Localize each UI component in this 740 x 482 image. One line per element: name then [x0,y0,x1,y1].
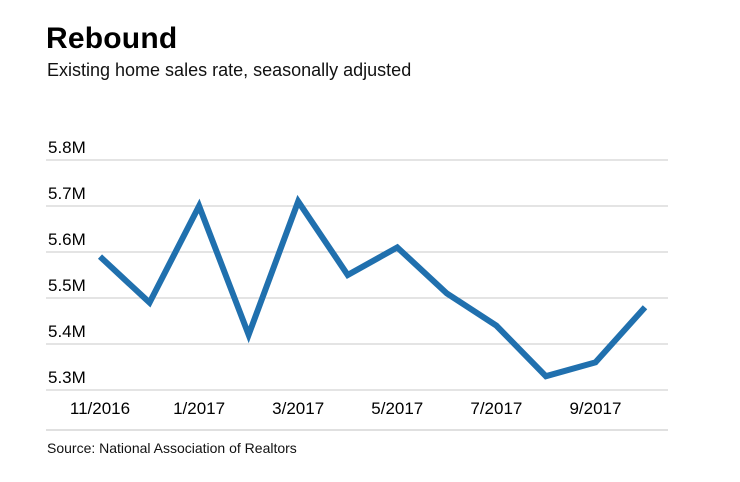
chart-title: Rebound [46,22,178,55]
x-tick-label: 3/2017 [272,399,324,418]
y-tick-label: 5.6M [48,230,86,249]
x-tick-label: 9/2017 [569,399,621,418]
y-tick-label: 5.8M [48,138,86,157]
x-tick-label: 1/2017 [173,399,225,418]
y-tick-label: 5.3M [48,368,86,387]
y-tick-label: 5.7M [48,184,86,203]
x-tick-label: 11/2016 [70,399,130,418]
chart-subtitle: Existing home sales rate, seasonally adj… [47,60,412,80]
x-tick-label: 5/2017 [371,399,423,418]
x-tick-label: 7/2017 [470,399,522,418]
y-tick-label: 5.4M [48,322,86,341]
source-attribution: Source: National Association of Realtors [47,440,297,456]
y-tick-label: 5.5M [48,276,86,295]
sales-line [97,194,648,380]
